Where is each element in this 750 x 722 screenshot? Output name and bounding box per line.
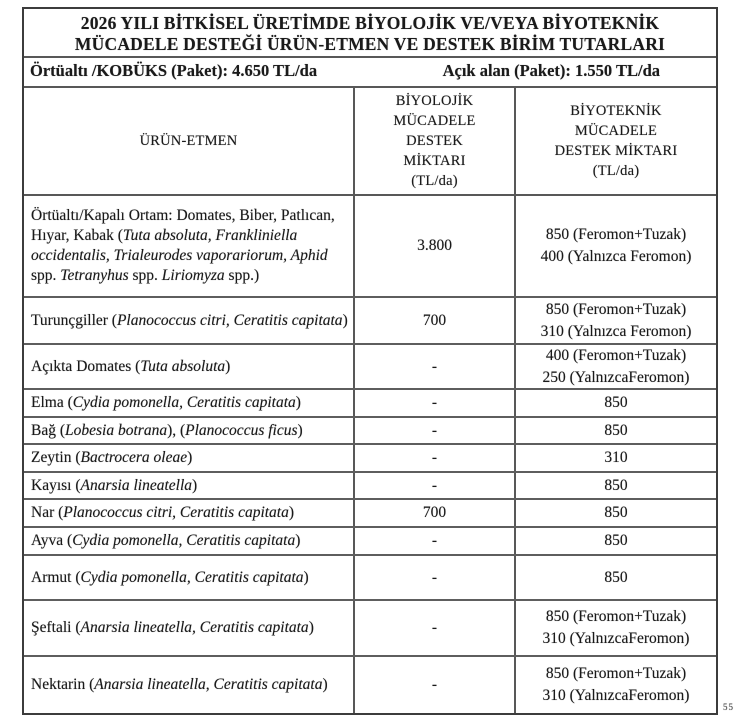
product-etmen-cell: Turunçgiller (Planococcus citri, Ceratit…	[24, 298, 355, 343]
biotek-support-value: 850 (Feromon+Tuzak) 310 (Yalnızca Feromo…	[540, 300, 692, 340]
title-line-1: 2026 YILI BİTKİSEL ÜRETİMDE BİYOLOJİK VE…	[80, 13, 660, 33]
bio-support-value: -	[355, 473, 516, 498]
product-etmen-text: Zeytin (Bactrocera oleae)	[31, 449, 193, 466]
biotek-support-value: 310	[604, 449, 628, 466]
table-row: Nektarin (Anarsia lineatella, Ceratitis …	[24, 657, 716, 713]
product-etmen-text: Nar (Planococcus citri, Ceratitis capita…	[31, 504, 295, 521]
product-etmen-cell: Örtüaltı/Kapalı Ortam: Domates, Biber, P…	[24, 196, 355, 296]
product-etmen-cell: Bağ (Lobesia botrana), (Planococcus ficu…	[24, 418, 355, 443]
table-row: Açıkta Domates (Tuta absoluta) - 400 (Fe…	[24, 345, 716, 390]
product-etmen-cell: Açıkta Domates (Tuta absoluta)	[24, 345, 355, 388]
covered-package-rate: Örtüaltı /KOBÜKS (Paket): 4.650 TL/da	[30, 61, 318, 80]
biotek-support-value: 850	[604, 532, 628, 549]
biotek-support-value: 850	[604, 476, 628, 494]
product-etmen-text: Turunçgiller (Planococcus citri, Ceratit…	[31, 311, 348, 329]
bio-support-value: -	[355, 390, 516, 416]
bio-support-value: -	[355, 657, 516, 713]
product-etmen-cell: Elma (Cydia pomonella, Ceratitis capitat…	[24, 390, 355, 416]
biotek-support-value: 850	[604, 421, 628, 439]
header-biyoteknik-mucadele: BİYOTEKNİK MÜCADELE DESTEK MİKTARI (TL/d…	[554, 103, 678, 179]
table-row: Örtüaltı/Kapalı Ortam: Domates, Biber, P…	[24, 196, 716, 298]
product-etmen-cell: Şeftali (Anarsia lineatella, Ceratitis c…	[24, 601, 355, 655]
table-header-row: ÜRÜN-ETMEN BİYOLOJİK MÜCADELE DESTEK MİK…	[24, 88, 716, 196]
product-etmen-cell: Ayva (Cydia pomonella, Ceratitis capitat…	[24, 528, 355, 554]
table-body: Örtüaltı/Kapalı Ortam: Domates, Biber, P…	[24, 196, 716, 713]
page-number: 55	[723, 702, 734, 712]
open-field-package-rate: Açık alan (Paket): 1.550 TL/da	[442, 61, 660, 80]
table-row: Elma (Cydia pomonella, Ceratitis capitat…	[24, 390, 716, 418]
support-rates-table: 2026 YILI BİTKİSEL ÜRETİMDE BİYOLOJİK VE…	[22, 7, 718, 715]
product-etmen-text: Nektarin (Anarsia lineatella, Ceratitis …	[31, 676, 328, 693]
product-etmen-cell: Nar (Planococcus citri, Ceratitis capita…	[24, 500, 355, 526]
title-line-2: MÜCADELE DESTEĞİ ÜRÜN-ETMEN VE DESTEK Bİ…	[74, 34, 666, 54]
table-row: Zeytin (Bactrocera oleae) - 310	[24, 445, 716, 473]
product-etmen-text: Örtüaltı/Kapalı Ortam: Domates, Biber, P…	[31, 207, 335, 284]
bio-support-value: -	[355, 556, 516, 599]
biotek-support-value: 850 (Feromon+Tuzak) 400 (Yalnızca Feromo…	[540, 226, 692, 265]
biotek-support-value: 850 (Feromon+Tuzak) 310 (YalnızcaFeromon…	[542, 665, 690, 704]
table-row: Şeftali (Anarsia lineatella, Ceratitis c…	[24, 601, 716, 657]
bio-support-value: 3.800	[355, 196, 516, 296]
bio-support-value: -	[355, 418, 516, 443]
table-row: Ayva (Cydia pomonella, Ceratitis capitat…	[24, 528, 716, 556]
table-row: Turunçgiller (Planococcus citri, Ceratit…	[24, 298, 716, 345]
bio-support-value: 700	[355, 298, 516, 343]
bio-support-value: 700	[355, 500, 516, 526]
biotek-support-value: 400 (Feromon+Tuzak) 250 (YalnızcaFeromon…	[542, 346, 690, 386]
product-etmen-text: Açıkta Domates (Tuta absoluta)	[31, 357, 231, 375]
product-etmen-text: Şeftali (Anarsia lineatella, Ceratitis c…	[31, 619, 314, 636]
biotek-support-value: 850	[604, 394, 628, 411]
product-etmen-cell: Kayısı (Anarsia lineatella)	[24, 473, 355, 498]
bio-support-value: -	[355, 445, 516, 471]
table-row: Armut (Cydia pomonella, Ceratitis capita…	[24, 556, 716, 601]
biotek-support-value: 850 (Feromon+Tuzak) 310 (YalnızcaFeromon…	[542, 608, 690, 647]
header-biyolojik-mucadele: BİYOLOJİK MÜCADELE DESTEK MİKTARI (TL/da…	[355, 88, 516, 194]
table-row: Bağ (Lobesia botrana), (Planococcus ficu…	[24, 418, 716, 445]
product-etmen-text: Kayısı (Anarsia lineatella)	[31, 476, 198, 494]
table-row: Kayısı (Anarsia lineatella) - 850	[24, 473, 716, 500]
bio-support-value: -	[355, 601, 516, 655]
biotek-support-value: 850	[604, 504, 628, 521]
product-etmen-text: Bağ (Lobesia botrana), (Planococcus ficu…	[31, 421, 303, 439]
bio-support-value: -	[355, 528, 516, 554]
table-row: Nar (Planococcus citri, Ceratitis capita…	[24, 500, 716, 528]
biotek-support-value: 850	[604, 568, 628, 586]
product-etmen-text: Elma (Cydia pomonella, Ceratitis capitat…	[31, 394, 301, 411]
product-etmen-cell: Armut (Cydia pomonella, Ceratitis capita…	[24, 556, 355, 599]
product-etmen-cell: Zeytin (Bactrocera oleae)	[24, 445, 355, 471]
document-title: 2026 YILI BİTKİSEL ÜRETİMDE BİYOLOJİK VE…	[24, 9, 716, 58]
product-etmen-text: Ayva (Cydia pomonella, Ceratitis capitat…	[31, 532, 301, 549]
product-etmen-text: Armut (Cydia pomonella, Ceratitis capita…	[31, 568, 309, 586]
product-etmen-cell: Nektarin (Anarsia lineatella, Ceratitis …	[24, 657, 355, 713]
header-urun-etmen: ÜRÜN-ETMEN	[24, 88, 355, 194]
package-rates-row: Örtüaltı /KOBÜKS (Paket): 4.650 TL/da Aç…	[24, 58, 716, 88]
bio-support-value: -	[355, 345, 516, 388]
